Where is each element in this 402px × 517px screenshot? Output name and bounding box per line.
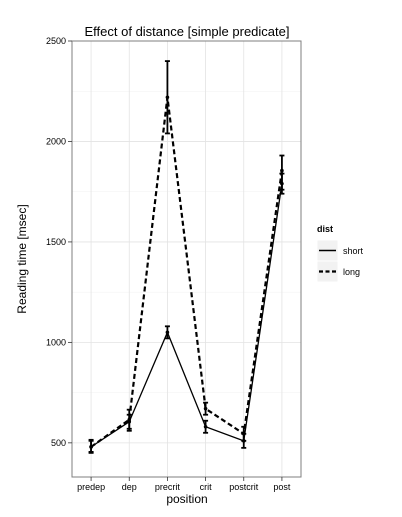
y-axis: 500 1000 1500 2000 2500	[46, 36, 72, 448]
data-point	[127, 418, 131, 422]
y-tick-label: 1500	[46, 237, 66, 247]
series-layer	[89, 61, 285, 453]
x-tick-label: crit	[200, 482, 212, 492]
series-line-long	[91, 97, 282, 447]
x-tick-label: postcrit	[229, 482, 259, 492]
y-tick-label: 1000	[46, 337, 66, 347]
series-short	[89, 174, 285, 453]
x-tick-label: dep	[122, 482, 137, 492]
y-tick-label: 500	[51, 438, 66, 448]
data-point	[89, 445, 93, 449]
data-point	[166, 331, 170, 335]
x-tick-label: precrit	[155, 482, 181, 492]
data-point	[242, 432, 246, 436]
x-tick-label: post	[273, 482, 291, 492]
plot-panel	[72, 41, 301, 477]
series-line-short	[91, 184, 282, 447]
y-tick-label: 2000	[46, 136, 66, 146]
data-point	[204, 425, 208, 429]
legend: dist short long	[317, 224, 364, 282]
grid	[72, 41, 301, 477]
x-axis: predep dep precrit crit postcrit post	[77, 477, 291, 492]
data-point	[166, 95, 170, 99]
y-tick-label: 2500	[46, 36, 66, 46]
x-axis-title: position	[166, 492, 207, 506]
legend-label-long: long	[343, 267, 360, 277]
data-point	[280, 169, 284, 173]
y-axis-title: Reading time [msec]	[15, 204, 29, 313]
x-tick-label: predep	[77, 482, 105, 492]
legend-label-short: short	[343, 246, 364, 256]
series-long	[89, 61, 285, 452]
chart-title: Effect of distance [simple predicate]	[85, 24, 290, 39]
legend-title: dist	[317, 224, 333, 234]
data-point	[204, 407, 208, 411]
